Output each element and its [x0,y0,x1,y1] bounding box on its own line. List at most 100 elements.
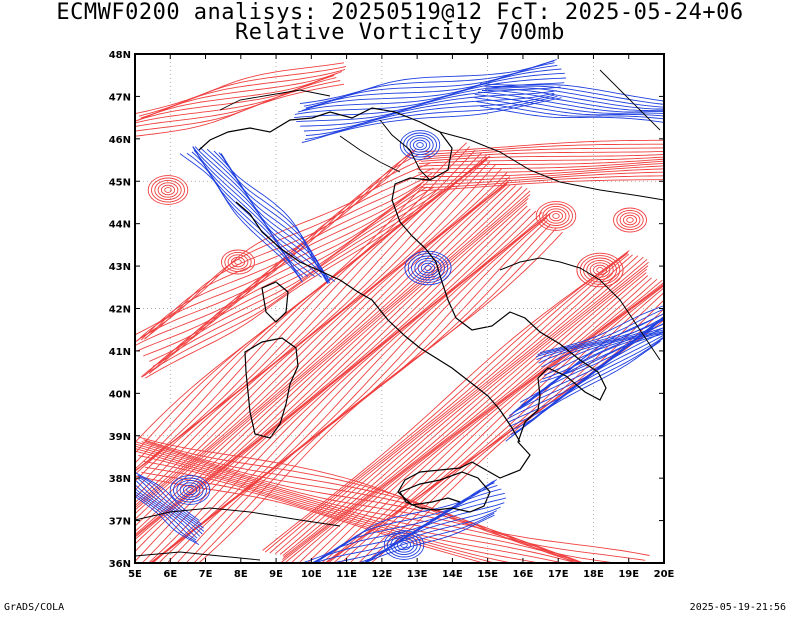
contour-cell [552,213,560,219]
contour-cell [416,142,424,148]
contour-line [418,162,664,174]
contour-cell [393,537,415,553]
contour-cell [412,139,428,151]
contour-line [300,90,557,127]
contour-line [280,261,649,563]
contour-line [320,278,658,563]
contour-line [199,147,330,281]
contour-line [141,189,442,378]
contour-line [305,64,558,110]
contour-line [135,445,585,563]
lat-label: 43N [109,262,131,273]
contour-line [296,86,561,123]
contour-cell [396,539,412,551]
contour-line [301,97,562,143]
contour-line [303,92,555,132]
lon-label: 9E [269,569,283,580]
contour-line [298,272,647,563]
contour-cell [387,532,421,558]
lon-label: 18E [583,569,604,580]
contour-line [193,148,309,277]
contour-line [135,156,491,472]
contour-line [166,217,548,563]
contour-line [135,187,528,538]
contour-cell [186,487,194,493]
contour-line [220,153,336,282]
contour-line [135,483,201,537]
lon-label: 15E [477,569,498,580]
contour-cell [613,207,647,233]
contour-line [135,475,486,563]
contour-cell [390,534,418,556]
contour-line [141,441,585,563]
contour-line [148,186,434,375]
contour-cell [576,252,624,288]
contour-line [536,318,664,361]
contour-line [138,455,565,563]
contour-line [541,327,664,368]
footer-timestamp: 2025-05-19-21:56 [689,602,786,613]
contour-cell [579,255,621,285]
contour-line [135,488,198,539]
lat-label: 42N [109,305,131,316]
footer-credit: GrADS/COLA [4,602,65,613]
contour-line [135,184,508,527]
lon-label: 20E [654,569,675,580]
contour-cell [407,253,449,283]
lon-label: 5E [128,569,142,580]
contour-line [422,171,664,185]
contour-line [135,80,341,132]
contour-line [305,94,555,137]
contour-line [477,91,664,113]
lat-label: 45N [109,177,131,188]
contour-cell [420,262,436,274]
contour-cell [589,262,611,278]
lon-label: 16E [513,569,534,580]
contour-line [284,265,649,563]
contour-line [314,277,652,563]
contour-line [135,480,203,535]
lat-label: 47N [109,92,131,103]
contour-cell [176,479,204,501]
lat-label: 39N [109,432,131,443]
contour-line [543,329,664,372]
contour-cell [399,130,441,160]
contour-cell [224,251,252,273]
contour-line [135,157,487,476]
contour-line [135,155,490,472]
lon-label: 10E [301,569,322,580]
contour-line [422,150,664,160]
contour-cell [164,187,172,193]
contour-line [135,443,582,563]
contour-cell [414,257,442,279]
contour-line [135,148,416,336]
contour-line [476,101,664,120]
contour-line [144,188,440,376]
contour-line [283,256,644,558]
contour-line [135,183,507,520]
contour-line [135,194,531,545]
contour-cell [542,205,570,227]
contour-cell [409,137,431,153]
contour-line [135,185,516,536]
contour-line [140,71,343,120]
contour-cell [539,203,573,229]
contour-line [543,330,664,376]
contour-line [542,332,664,380]
contour-line [479,83,664,102]
title-line-1: ECMWF0200 analisys: 20250519@12 FcT: 202… [56,0,744,25]
lat-label: 36N [109,559,131,570]
contour-cell [157,182,179,198]
contour-cell [548,210,564,222]
contour-line [135,448,585,563]
contour-line [535,313,664,358]
lon-label: 14E [442,569,463,580]
contour-line [150,211,543,563]
contour-line [152,186,428,371]
lat-label: 38N [109,474,131,485]
lon-label: 13E [407,569,428,580]
contour-line [508,338,664,439]
contour-line [138,436,650,556]
contour-cell [616,209,644,231]
